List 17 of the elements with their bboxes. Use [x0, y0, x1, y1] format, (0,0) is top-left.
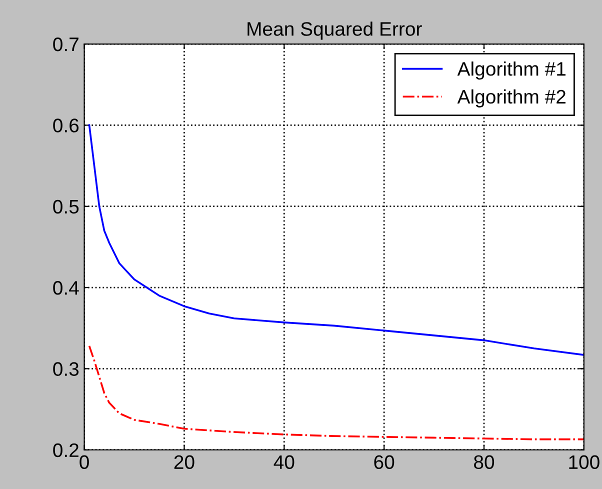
line-series	[88, 345, 584, 440]
y-tick-label: 0.4	[53, 281, 79, 295]
x-tick-label: 40	[274, 455, 294, 470]
x-tick-label: 100	[569, 455, 600, 470]
legend-label: Algorithm #1	[457, 62, 566, 80]
chart-title: Mean Squared Error	[248, 22, 422, 40]
line-series	[88, 124, 584, 356]
y-tick-label: 0.3	[53, 362, 79, 376]
legend-label: Algorithm #2	[457, 89, 566, 108]
x-tick-label: 60	[374, 455, 394, 470]
x-tick-label: 20	[174, 455, 194, 470]
x-tick-label: 0	[80, 455, 89, 470]
y-tick-label: 0.5	[53, 200, 79, 214]
y-tick-label: 0.6	[53, 118, 79, 132]
x-tick-label: 80	[474, 455, 494, 470]
y-tick-label: 0.2	[53, 443, 78, 458]
y-tick-label: 0.7	[53, 37, 78, 52]
